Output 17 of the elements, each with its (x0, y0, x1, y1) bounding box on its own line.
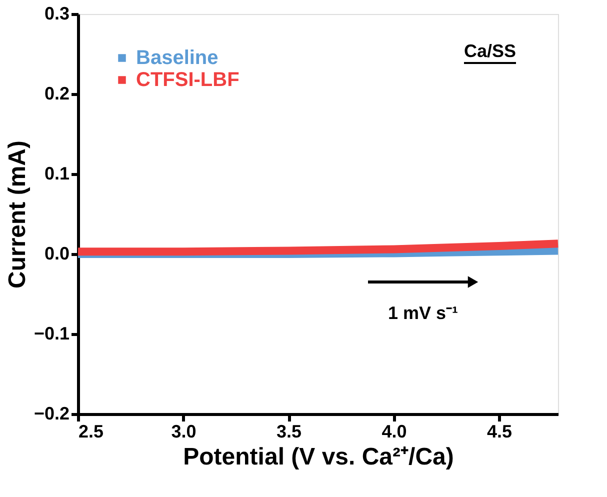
y-axis-title: Current (mA) (4, 140, 31, 288)
y-tick-label: 0.1 (44, 164, 70, 184)
y-tick-label: 0.0 (44, 244, 70, 264)
y-tick-label: 0.2 (44, 84, 70, 104)
annotation: 1 mV s⁻¹ (388, 303, 458, 323)
x-tick-label: 4.5 (487, 422, 512, 442)
legend-label: CTFSI-LBF (136, 69, 240, 91)
x-axis-title: Potential (V vs. Ca²⁺/Ca) (183, 444, 454, 470)
y-tick-label: 0.3 (44, 4, 70, 24)
x-tick-label: 2.5 (78, 422, 104, 442)
x-tick-label: 3.0 (171, 422, 196, 442)
legend-label: Baseline (136, 47, 218, 69)
annotation: Ca/SS (464, 41, 516, 61)
x-tick-label: 4.0 (382, 422, 407, 442)
y-tick-label: −0.2 (34, 404, 70, 424)
y-tick-label: −0.1 (34, 324, 70, 344)
x-tick-label: 3.5 (276, 422, 302, 442)
